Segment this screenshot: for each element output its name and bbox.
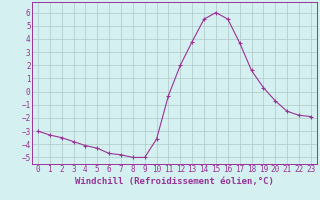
X-axis label: Windchill (Refroidissement éolien,°C): Windchill (Refroidissement éolien,°C) bbox=[75, 177, 274, 186]
